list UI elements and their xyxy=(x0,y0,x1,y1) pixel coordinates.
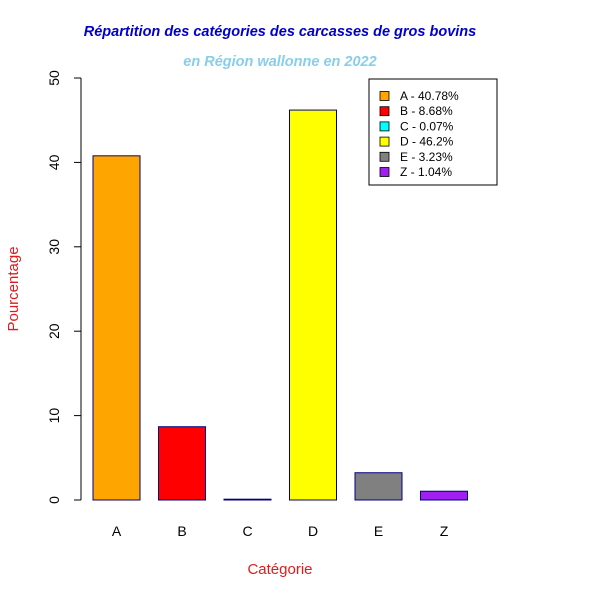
legend-swatch xyxy=(379,106,390,117)
y-tick-label: 40 xyxy=(46,154,62,170)
legend-swatch xyxy=(379,136,390,147)
chart-subtitle: en Région wallonne en 2022 xyxy=(183,54,376,70)
y-axis-title: Pourcentage xyxy=(5,246,22,331)
y-tick-label: 30 xyxy=(46,239,62,255)
x-tick-label: E xyxy=(374,523,383,539)
bar-z xyxy=(420,490,468,501)
legend-label: A - 40.78% xyxy=(400,89,459,103)
x-tick-label: D xyxy=(308,523,318,539)
legend-box xyxy=(368,78,498,186)
bar-c xyxy=(223,498,272,501)
legend: A - 40.78%B - 8.68%C - 0.07% D - 46.2%E -… xyxy=(368,78,498,186)
legend-swatch xyxy=(379,151,390,162)
bars xyxy=(92,109,468,501)
x-axis-title: Catégorie xyxy=(247,561,312,578)
bar-d xyxy=(289,109,337,501)
y-tick-label: 20 xyxy=(46,323,62,339)
legend-label: B - 8.68% xyxy=(400,104,453,118)
x-tick-label: Z xyxy=(440,523,449,539)
legend-label: Z - 1.04% xyxy=(400,165,452,179)
legend-label: E - 3.23% xyxy=(400,150,453,164)
y-tick-label: 50 xyxy=(46,70,62,86)
y-tick-label: 10 xyxy=(46,408,62,424)
x-tick-label: A xyxy=(112,523,122,539)
x-tick-label: B xyxy=(177,523,186,539)
legend-swatch xyxy=(379,91,390,101)
legend-label: D - 46.2% xyxy=(400,135,454,149)
legend-label: C - 0.07% xyxy=(400,119,454,133)
legend-swatch xyxy=(379,121,390,132)
chart-title: Répartition des catégories des carcasses… xyxy=(84,24,476,40)
legend-swatch xyxy=(379,167,390,177)
bar-b xyxy=(158,426,206,501)
x-tick-label: C xyxy=(242,523,252,539)
bar-a xyxy=(92,155,141,501)
y-axis: 0 10 20 30 40 50 xyxy=(46,70,82,504)
bar-e xyxy=(354,472,403,501)
y-tick-label: 0 xyxy=(46,496,62,504)
